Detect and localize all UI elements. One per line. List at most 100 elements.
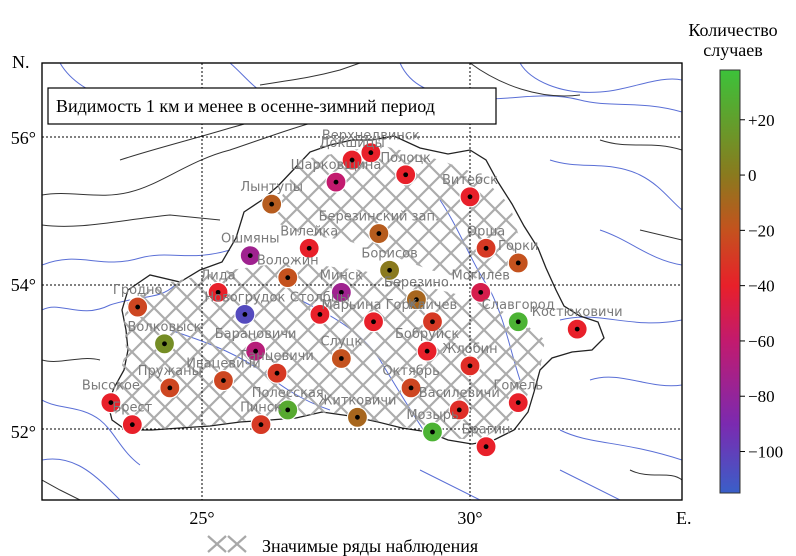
colorbar-bar (719, 69, 741, 494)
station-marker: Пружаны (138, 364, 202, 399)
station-dot (135, 304, 141, 310)
station-dot (221, 378, 226, 383)
station-label: Ганцевичи (240, 349, 313, 364)
station-marker: Столбцы (290, 290, 350, 325)
station-label: Ошмяны (221, 232, 280, 247)
hatch-legend-swatch (207, 535, 247, 553)
lon-tick-label: 25° (189, 508, 214, 528)
station-label: Пинск (240, 401, 282, 416)
station-marker: Костюковичи (532, 305, 623, 340)
map-border (41, 62, 683, 501)
station-dot (247, 253, 253, 258)
station-label: Вилейка (280, 224, 338, 239)
colorbar-ticks: +20 0 −20 −40 −60 −80 −100 (740, 111, 783, 462)
station-label: Барановичи (215, 327, 297, 342)
station-marker: Вилейка (280, 224, 338, 259)
station-label: Шарковщина (291, 158, 382, 173)
station-dot (306, 245, 312, 251)
station-dot (483, 245, 489, 251)
station-dot (483, 444, 489, 450)
station-marker: Бобруйск (395, 327, 459, 362)
station-marker: Докшицы (319, 136, 385, 171)
station-marker: Борисов (361, 246, 418, 281)
station-dot (338, 289, 344, 295)
station-marker: Слуцк (320, 335, 362, 370)
colorbar-tick-label: −40 (748, 277, 775, 296)
station-dot (355, 414, 360, 420)
station-dot (162, 341, 167, 347)
colorbar-tick-label: −80 (748, 387, 775, 406)
station-marker: Житковичи (318, 393, 396, 428)
station-label: Славгород (482, 298, 555, 313)
station-marker: Василевичи (419, 386, 500, 421)
lat-tick-label: 54° (11, 275, 36, 295)
station-marker: Минск (320, 268, 363, 303)
station-label: Столбцы (290, 290, 350, 305)
station-dot (414, 297, 419, 303)
station-dot (215, 289, 221, 295)
north-label: N. (12, 52, 30, 72)
station-dot (371, 319, 376, 325)
station-dot (467, 194, 473, 200)
station-marker: Мозырь (406, 408, 459, 443)
station-label: Пружаны (138, 364, 202, 379)
station-label: Верхнедвинск (322, 129, 420, 144)
station-marker: Березинский зап. (319, 210, 440, 245)
station-marker: Жлобин (442, 342, 498, 377)
station-dot (387, 267, 392, 273)
station-marker: Орша (467, 224, 505, 259)
station-label: Борисов (361, 246, 417, 261)
station-label: Воложин (257, 254, 319, 269)
station-label: Минск (320, 268, 363, 283)
station-label: Горки (498, 239, 538, 254)
station-marker: Полесская (252, 386, 324, 421)
station-marker: Лынтупы (240, 180, 303, 215)
station-dot (258, 422, 264, 428)
station-dot (274, 370, 280, 376)
hatch-legend: Значимые ряды наблюдения (207, 535, 478, 556)
station-dot (424, 348, 430, 354)
station-marker: Березино (384, 276, 449, 311)
station-label: Высокое (82, 379, 140, 394)
station-label: Лида (200, 268, 235, 283)
station-dot (456, 407, 462, 413)
station-label: Полесская (252, 386, 324, 401)
station-label: Кличев (408, 298, 457, 313)
station-dot (467, 363, 473, 369)
colorbar-tick-label: −20 (748, 221, 775, 240)
station-dot (515, 319, 521, 325)
lon-tick-label: 30° (457, 508, 482, 528)
station-label: Брест (112, 401, 152, 416)
station-label: Березинский зап. (319, 210, 440, 225)
station-label: Волковыск (128, 320, 202, 335)
station-marker: Могилев (452, 268, 510, 303)
station-marker: Ганцевичи (240, 349, 314, 384)
station-marker: Новогрудок (204, 290, 285, 325)
station-label: Орша (467, 224, 505, 239)
station-label: Костюковичи (532, 305, 623, 320)
station-marker: Высокое (82, 379, 140, 414)
graticule (42, 63, 682, 500)
station-dot (408, 385, 414, 391)
station-dot (574, 326, 580, 332)
station-marker: Ошмяны (221, 232, 280, 267)
station-dot (403, 172, 409, 178)
east-label: E. (676, 508, 692, 528)
station-label: Гомель (493, 379, 543, 394)
station-label: Василевичи (419, 386, 500, 401)
station-label: Жлобин (442, 342, 497, 357)
station-label: Ивацевичи (186, 357, 260, 372)
colorbar-tick-label: +20 (748, 111, 775, 130)
station-dot (430, 429, 435, 435)
station-dot (108, 400, 114, 405)
station-dot (376, 231, 382, 236)
station-label: Новогрудок (204, 290, 285, 305)
station-dot (242, 312, 248, 317)
station-label: Житковичи (318, 393, 396, 408)
annotation-text: Видимость 1 км и менее в осенне-зимний п… (56, 96, 435, 116)
annotation-box: Видимость 1 км и менее в осенне-зимний п… (47, 87, 497, 125)
station-label: Могилев (452, 268, 510, 283)
borders-layer (42, 63, 682, 500)
lat-tick-label: 52° (11, 422, 36, 442)
station-label: Мозырь (406, 408, 458, 423)
